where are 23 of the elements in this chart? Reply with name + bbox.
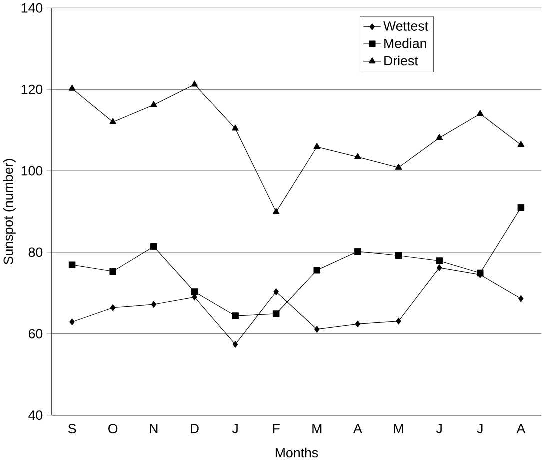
y-tick-label: 80 — [28, 248, 43, 258]
y-tick-label: 140 — [22, 3, 43, 13]
x-tick-label: N — [150, 424, 158, 434]
y-tick-label: 120 — [22, 84, 43, 94]
x-axis-title: Months — [276, 448, 318, 458]
x-tick-label: A — [516, 424, 526, 434]
x-tick-label: A — [354, 424, 362, 434]
x-tick-label: J — [436, 424, 442, 434]
x-tick-label: S — [68, 424, 76, 434]
x-tick-label: J — [232, 424, 238, 434]
x-tick-label: M — [394, 424, 404, 434]
x-tick-label: M — [312, 424, 322, 434]
y-tick-label: 100 — [22, 166, 43, 176]
y-tick-label: 40 — [28, 410, 43, 420]
legend-label: Wettest — [384, 22, 428, 31]
x-tick-label: J — [477, 424, 483, 434]
legend-label: Driest — [384, 56, 418, 66]
x-tick-label: D — [190, 424, 199, 434]
x-tick-label: O — [108, 424, 118, 434]
legend-label: Median — [384, 38, 426, 48]
y-axis-title: Sunspot (number) — [3, 159, 16, 265]
y-tick-label: 60 — [28, 329, 43, 339]
x-tick-label: F — [273, 424, 280, 434]
